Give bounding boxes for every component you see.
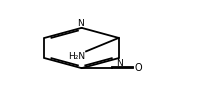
Text: N: N	[116, 59, 123, 68]
Text: N: N	[77, 19, 84, 28]
Text: O: O	[134, 63, 142, 73]
Text: H₂N: H₂N	[68, 52, 85, 61]
